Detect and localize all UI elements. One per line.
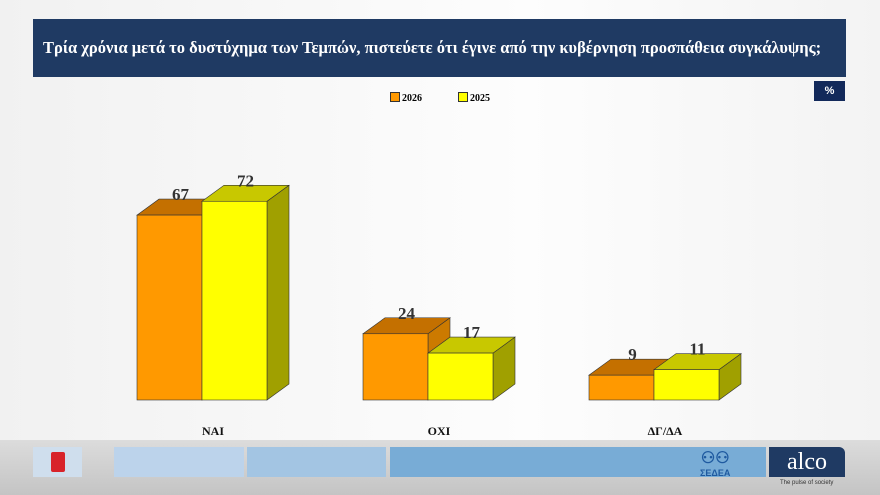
data-label: 72 <box>237 171 254 190</box>
footer <box>0 440 880 495</box>
people-icon: ⚇⚇ <box>700 450 730 467</box>
bar-2025-2 <box>653 369 720 401</box>
bar-2026-0 <box>136 214 203 401</box>
bar-side <box>266 184 290 401</box>
footer-band <box>247 447 386 477</box>
category-label: ΝΑΙ <box>202 424 224 438</box>
legend-swatch <box>458 92 468 102</box>
bar-2025-0 <box>201 200 268 401</box>
footer-band <box>114 447 244 477</box>
legend-item-2026: 2026 <box>390 92 422 104</box>
data-label: 11 <box>689 340 705 359</box>
bar-chart: 67 72 ΝΑΙ 24 17 ΟΧΙ 9 11 ΔΓ/ΔΑ <box>136 171 742 438</box>
sedea-logo: ⚇⚇ ΣΕΔΕΑ <box>700 450 731 478</box>
legend-label: 2026 <box>402 93 422 104</box>
data-label: 9 <box>628 345 637 364</box>
unit-badge: % <box>814 81 845 101</box>
data-label: 24 <box>398 304 416 323</box>
footer-band <box>390 447 766 477</box>
legend-item-2025: 2025 <box>458 92 490 104</box>
category-label: ΟΧΙ <box>428 424 451 438</box>
category-label: ΔΓ/ΔΑ <box>648 424 683 438</box>
legend-label: 2025 <box>470 93 490 104</box>
legend: 2026 2025 <box>390 92 490 104</box>
alpha-news-logo <box>33 447 82 477</box>
bar-2025-1 <box>427 352 494 401</box>
bar-2026-2 <box>588 374 655 401</box>
bar-2026-1 <box>362 333 429 401</box>
alco-tagline: The pulse of society <box>780 480 834 486</box>
chart-title: Τρία χρόνια μετά το δυστύχημα των Τεμπών… <box>33 19 846 77</box>
alco-logo: alco <box>769 447 845 477</box>
legend-swatch <box>390 92 400 102</box>
data-label: 67 <box>172 185 190 204</box>
data-label: 17 <box>463 323 481 342</box>
